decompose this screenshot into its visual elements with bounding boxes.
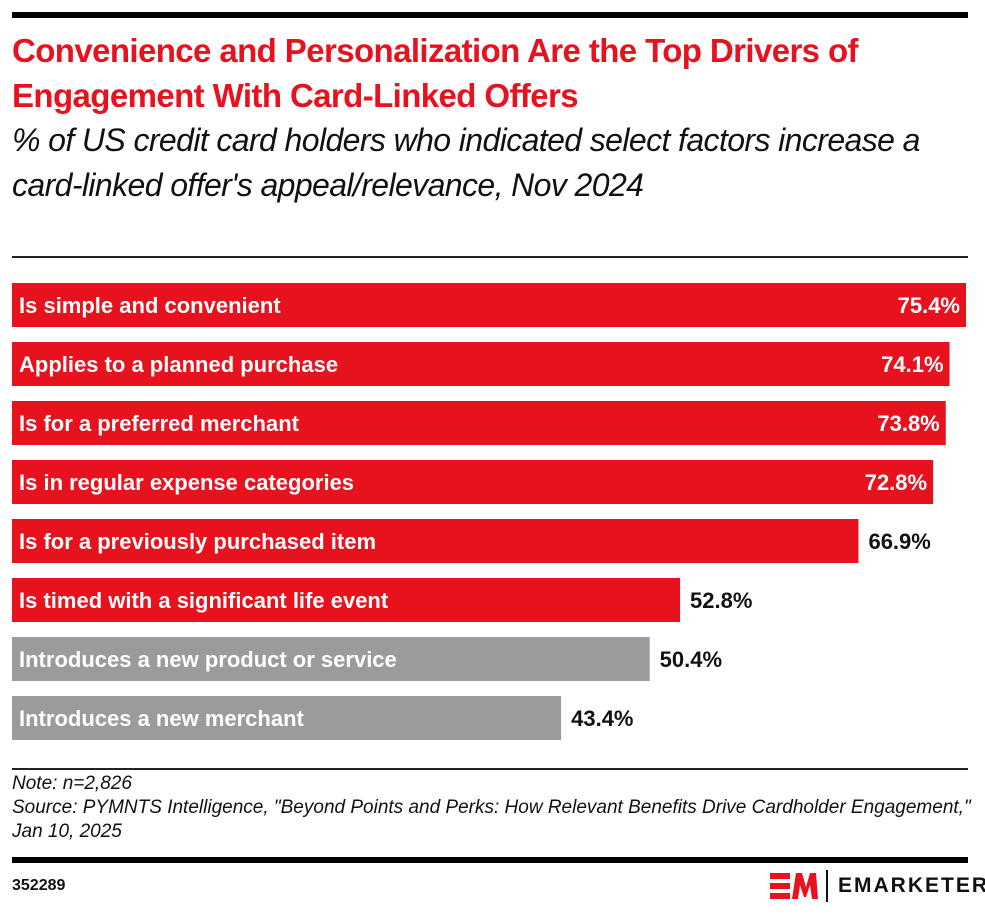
value-label: 73.8%: [877, 411, 939, 436]
bar: [12, 342, 950, 386]
value-label: 43.4%: [571, 706, 633, 731]
bar-row: Introduces a new product or service 50.4%: [12, 637, 722, 681]
bar: [12, 519, 859, 563]
bar-row: Is for a preferred merchant 73.8%: [12, 401, 946, 445]
emarketer-logo: EMARKETER: [770, 870, 985, 902]
category-label: Is for a preferred merchant: [19, 411, 300, 436]
bar-row: Is in regular expense categories 72.8%: [12, 460, 934, 504]
notes-divider: [12, 768, 968, 770]
bar-row: Is simple and convenient 75.4%: [12, 283, 966, 327]
value-label: 75.4%: [898, 293, 960, 318]
chart-subtitle: % of US credit card holders who indicate…: [12, 122, 920, 203]
top-rule: [12, 12, 968, 18]
value-label: 74.1%: [881, 352, 943, 377]
bar-row: Is timed with a significant life event 52…: [12, 578, 752, 622]
note-text: Note: n=2,826: [12, 773, 132, 794]
header-divider: [12, 256, 968, 258]
bar: [12, 578, 681, 622]
category-label: Is timed with a significant life event: [19, 588, 389, 613]
logo-separator: [826, 870, 828, 902]
bar-chart: Is simple and convenient 75.4% Applies to …: [12, 283, 966, 740]
bar: [12, 283, 966, 327]
chart-id: 352289: [12, 877, 66, 894]
category-label: Introduces a new product or service: [19, 647, 397, 672]
category-label: Applies to a planned purchase: [19, 352, 338, 377]
category-label: Is simple and convenient: [19, 293, 281, 318]
em-logo-icon: [770, 873, 818, 899]
bar: [12, 460, 934, 504]
bar: [12, 696, 562, 740]
category-label: Is for a previously purchased item: [19, 529, 376, 554]
bottom-rule: [12, 857, 968, 863]
source-text: Source: PYMNTS Intelligence, "Beyond Poi…: [12, 797, 971, 842]
category-label: Is in regular expense categories: [19, 470, 354, 495]
bar-row: Applies to a planned purchase 74.1%: [12, 342, 950, 386]
bar: [12, 637, 650, 681]
value-label: 50.4%: [660, 647, 722, 672]
notes: Note: n=2,826 Source: PYMNTS Intelligenc…: [12, 772, 972, 844]
bar-row: Introduces a new merchant 43.4%: [12, 696, 634, 740]
bar: [12, 401, 946, 445]
value-label: 66.9%: [868, 529, 930, 554]
brand-name: EMARKETER: [838, 874, 985, 897]
value-label: 52.8%: [690, 588, 752, 613]
value-label: 72.8%: [865, 470, 927, 495]
chart-title: Convenience and Personalization Are the …: [12, 32, 859, 114]
bar-row: Is for a previously purchased item 66.9%: [12, 519, 931, 563]
category-label: Introduces a new merchant: [19, 706, 305, 731]
